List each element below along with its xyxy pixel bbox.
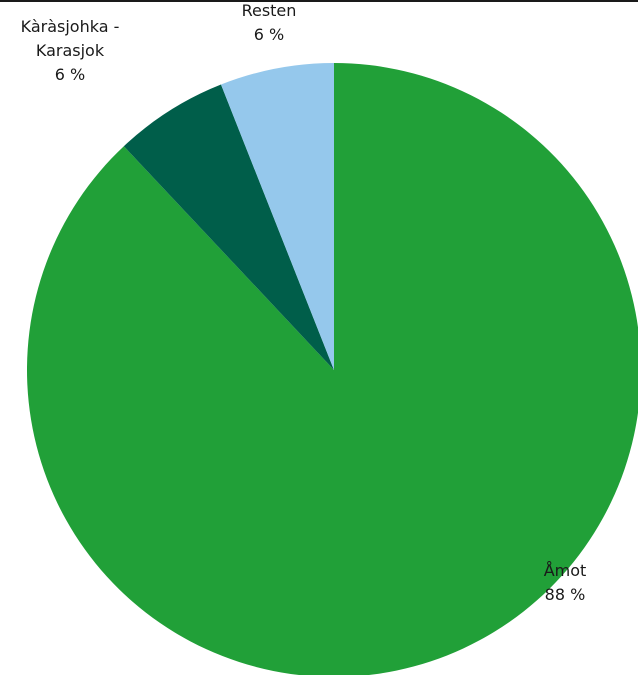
- pie-slice-1: [27, 63, 638, 675]
- top-divider: [0, 0, 638, 2]
- slice-name-text: Kàràsjohka -: [21, 17, 120, 36]
- slice-name-text: Åmot: [544, 561, 587, 580]
- slice-label-2: Kàràsjohka - Karasjok 6 %: [21, 17, 120, 84]
- slice-value-text: 88 %: [545, 585, 586, 604]
- pie-labels: Åmot 88 % Kàràsjohka - Karasjok 6 % Resten 6 %: [21, 1, 587, 604]
- pie-slice-3: [220, 63, 334, 370]
- pie-slice-2: [123, 84, 334, 370]
- slice-label-3: Resten 6 %: [242, 1, 297, 44]
- slice-value-text: 6 %: [254, 25, 284, 44]
- slice-name-text: Karasjok: [36, 41, 105, 60]
- pie-slices: [27, 63, 638, 675]
- slice-label-1: Åmot 88 %: [544, 561, 587, 604]
- slice-name-text: Resten: [242, 1, 297, 20]
- slice-value-text: 6 %: [55, 65, 85, 84]
